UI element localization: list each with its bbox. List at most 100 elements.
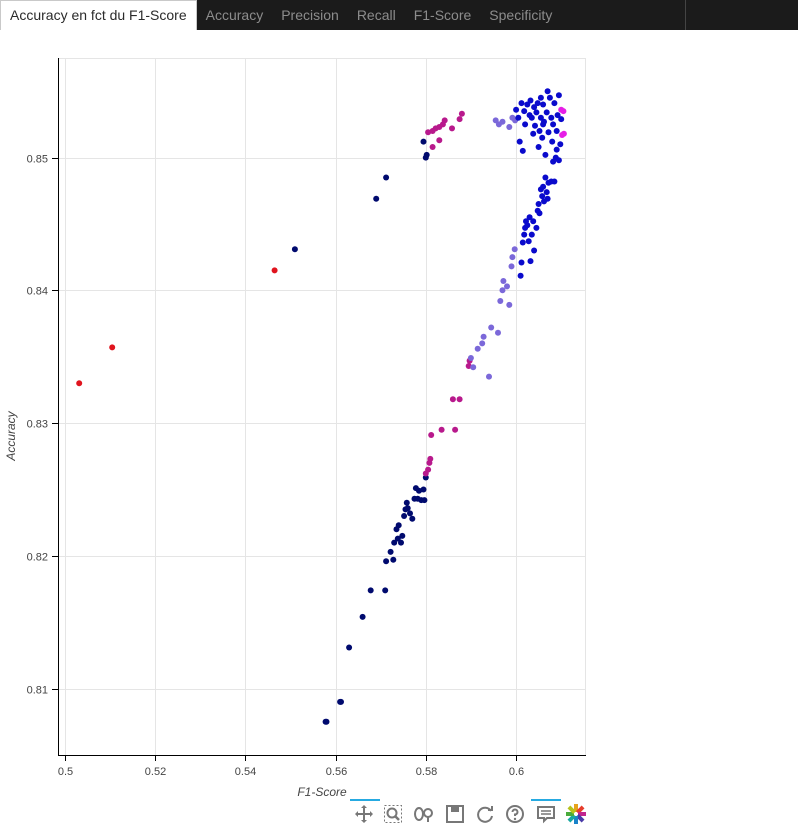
x-tick-label: 0.52 xyxy=(145,766,166,778)
data-point xyxy=(465,363,472,369)
data-point xyxy=(518,259,525,266)
wheel-zoom-icon[interactable] xyxy=(412,802,436,826)
data-point xyxy=(534,100,541,107)
box-zoom-icon[interactable] xyxy=(381,802,405,826)
data-point xyxy=(560,130,567,137)
data-point xyxy=(548,114,555,121)
data-point xyxy=(530,130,537,137)
data-point xyxy=(407,510,413,517)
hover-icon[interactable] xyxy=(534,802,558,826)
data-point xyxy=(519,239,526,246)
help-icon[interactable] xyxy=(503,802,527,826)
data-point xyxy=(383,174,390,181)
y-tick-label: 0.84 xyxy=(27,286,48,298)
pan-icon[interactable] xyxy=(352,802,376,826)
data-point xyxy=(323,718,330,725)
data-point xyxy=(553,146,560,153)
data-point xyxy=(560,108,567,115)
data-point xyxy=(423,151,430,158)
data-point xyxy=(533,109,540,116)
data-point xyxy=(540,183,547,190)
x-axis-label: F1-Score xyxy=(297,785,347,799)
data-point xyxy=(404,505,411,512)
save-icon[interactable] xyxy=(443,802,467,826)
data-point xyxy=(544,88,551,95)
x-tick-label: 0.6 xyxy=(509,766,524,778)
x-tick-label: 0.58 xyxy=(416,766,437,778)
plot-frame xyxy=(58,58,586,756)
data-point xyxy=(427,455,434,462)
scatter-chart[interactable]: 0.5 0.52 0.54 0.56 0.58 0.6 0.81 0.82 0.83 0.84 0.… xyxy=(0,30,798,800)
data-point xyxy=(401,513,408,519)
x-tick-label: 0.56 xyxy=(326,766,347,778)
data-point xyxy=(527,258,534,265)
data-point xyxy=(519,147,526,154)
data-point xyxy=(480,333,487,340)
data-point xyxy=(497,298,504,304)
data-point xyxy=(515,114,522,121)
data-point xyxy=(539,193,546,200)
tab-bar-spacer xyxy=(561,0,685,30)
data-point xyxy=(291,246,298,253)
data-point xyxy=(367,587,374,594)
data-point xyxy=(518,100,525,107)
data-point xyxy=(449,125,455,132)
data-point xyxy=(488,324,495,331)
data-point xyxy=(492,117,499,124)
data-point xyxy=(359,613,366,620)
tab-accuracy-vs-f1[interactable]: Accuracy en fct du F1-Score xyxy=(0,0,197,30)
hover-active-indicator xyxy=(531,799,561,801)
data-point xyxy=(540,121,547,128)
data-point xyxy=(540,101,547,108)
data-point xyxy=(499,118,506,125)
data-point xyxy=(555,157,562,164)
data-point xyxy=(420,486,427,493)
data-point xyxy=(527,97,534,104)
data-point xyxy=(558,116,565,123)
data-point xyxy=(535,201,542,207)
data-point xyxy=(416,487,422,494)
data-point xyxy=(452,426,459,433)
data-point xyxy=(535,144,542,150)
y-tick-label: 0.85 xyxy=(27,154,48,166)
data-point xyxy=(537,94,544,101)
data-point xyxy=(555,92,562,99)
tab-recall[interactable]: Recall xyxy=(356,7,396,23)
data-point xyxy=(398,539,404,546)
tab-bar: Accuracy en fct du F1-Score Accuracy Pre… xyxy=(0,0,798,30)
data-point xyxy=(513,106,520,113)
tab-bar-end xyxy=(685,0,798,30)
data-point xyxy=(467,355,474,361)
data-point xyxy=(456,116,463,123)
data-point xyxy=(506,301,513,308)
data-point xyxy=(425,466,432,473)
data-point xyxy=(346,644,353,651)
tab-accuracy[interactable]: Accuracy xyxy=(205,7,264,23)
bokeh-logo-icon[interactable] xyxy=(564,802,588,826)
data-point xyxy=(499,287,506,294)
data-point xyxy=(533,224,540,231)
data-point xyxy=(536,128,543,134)
data-point xyxy=(536,210,543,217)
data-point xyxy=(542,174,549,181)
data-point xyxy=(387,548,394,555)
reset-icon[interactable] xyxy=(473,802,497,826)
data-point xyxy=(382,587,389,594)
pan-active-indicator xyxy=(350,799,380,801)
data-point xyxy=(545,129,552,136)
tab-precision[interactable]: Precision xyxy=(281,7,339,23)
data-point xyxy=(441,117,448,124)
tab-f1-score[interactable]: F1-Score xyxy=(413,7,472,23)
data-point xyxy=(428,432,435,438)
data-point xyxy=(436,137,443,144)
y-tick-label: 0.82 xyxy=(27,552,48,564)
data-point xyxy=(550,121,557,128)
y-tick-label: 0.83 xyxy=(27,419,48,431)
data-point xyxy=(543,109,550,116)
axis-ticks: 0.5 0.52 0.54 0.56 0.58 0.6 0.81 0.82 0.83 0.84 0.… xyxy=(27,154,525,779)
data-point xyxy=(528,114,535,121)
chart-toolbar xyxy=(350,799,595,830)
data-point xyxy=(524,101,531,108)
tab-specificity[interactable]: Specificity xyxy=(489,7,553,23)
data-point xyxy=(543,189,550,196)
